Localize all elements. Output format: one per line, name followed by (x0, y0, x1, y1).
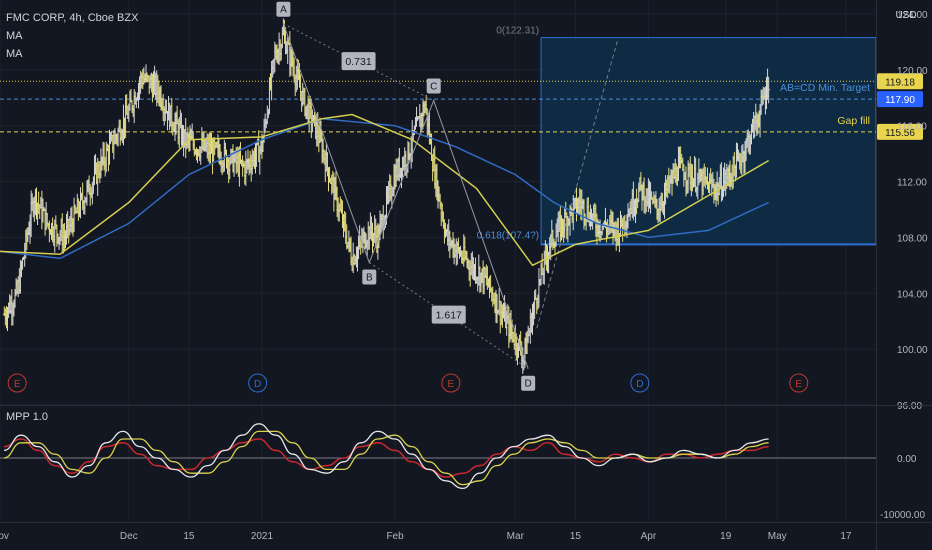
dividend-marker (248, 373, 268, 393)
y-tick-label: 120.00 (897, 66, 928, 77)
ratio-label-box (341, 52, 376, 71)
fib-top-label: 0(122.31) (496, 26, 539, 37)
symbol-title[interactable]: FMC CORP, 4h, Cboe BZX (6, 12, 139, 24)
earnings-marker (441, 373, 461, 393)
ratio-label-2: 1.617 (436, 310, 462, 322)
y-tick-label: 96.00 (897, 401, 922, 412)
event-marker-label: E (448, 379, 455, 390)
pattern-point-a-box (276, 1, 291, 17)
pattern-point-c-box (426, 78, 441, 94)
pattern-point-c: C (430, 82, 437, 93)
x-tick-label: 15 (570, 531, 582, 542)
moving-averages (0, 113, 769, 267)
gap-fill-line-price-text: 115.56 (885, 128, 915, 139)
pattern-point-b: B (366, 273, 373, 284)
pattern-point-b-box (362, 269, 377, 285)
oscillator-pane (0, 423, 876, 490)
gap-fill-line-text: Gap fill (837, 115, 870, 127)
fib-mid-label: 0.618(107.4?) (477, 230, 539, 241)
y-tick-label: 116.00 (897, 122, 927, 133)
x-tick-label: 15 (183, 531, 195, 542)
osc-tick-label: 0.00 (897, 454, 917, 465)
abcd-leg-line (282, 23, 529, 369)
x-tick-label: Nov (0, 531, 9, 542)
ratio-label-1: 0.731 (345, 56, 371, 68)
abcd-pattern: A B C D 0.731 1.617 (276, 1, 536, 391)
y-tick-label: 104.00 (897, 289, 928, 300)
projection-line (536, 37, 619, 329)
ratio-label-box (431, 305, 466, 324)
earnings-marker (789, 373, 809, 393)
y-tick-label: 100.00 (897, 345, 928, 356)
y-tick-label: 108.00 (897, 233, 928, 244)
target-line-text: AB=CD Min. Target (780, 82, 870, 94)
pattern-point-d: D (525, 379, 532, 390)
x-tick-label: May (768, 531, 787, 542)
oscillator-red-line (3, 438, 769, 478)
indicator-ma-2[interactable]: MA (6, 48, 23, 60)
sub-indicator-title[interactable]: MPP 1.0 (6, 411, 48, 423)
last-price-line-price-text: 119.18 (885, 77, 915, 88)
target-line-price-text: 117.90 (885, 95, 915, 106)
ac-ratio-line (283, 23, 434, 101)
y-tick-label: 124.00 (897, 10, 928, 21)
target-line-price-tag (877, 91, 923, 108)
x-tick-label: Feb (386, 531, 404, 542)
earnings-marker (7, 373, 27, 393)
event-marker-label: D (636, 379, 643, 390)
last-price-line-price-tag (877, 73, 923, 90)
currency-label: USD (895, 10, 917, 21)
x-tick-label: 2021 (251, 531, 274, 542)
ma-slow-line (0, 117, 769, 260)
event-marker-label: D (254, 379, 261, 390)
x-tick-label: 17 (840, 531, 852, 542)
x-tick-label: Apr (641, 531, 657, 542)
x-tick-label: 19 (720, 531, 732, 542)
pattern-point-a: A (280, 5, 287, 16)
indicator-ma-1[interactable]: MA (6, 30, 23, 42)
x-tick-label: Dec (120, 531, 138, 542)
ma-fast-line (0, 113, 769, 267)
x-tick-label: Mar (507, 531, 525, 542)
oscillator-white-line (3, 423, 769, 490)
gap-fill-line-price-tag (877, 123, 923, 140)
event-marker-label: E (795, 379, 802, 390)
pattern-point-d-box (521, 375, 536, 391)
y-tick-label: 112.00 (897, 178, 927, 189)
event-marker-label: E (14, 379, 21, 390)
dividend-marker (630, 373, 650, 393)
osc-tick-label: -10000.00 (880, 510, 925, 521)
